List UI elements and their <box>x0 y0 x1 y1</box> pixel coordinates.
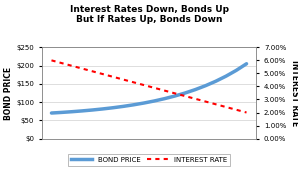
INTEREST RATE <box>235 109 238 111</box>
BOND PRICE <box>183 92 187 94</box>
Line: INTEREST RATE: INTEREST RATE <box>52 60 246 113</box>
INTEREST RATE <box>50 59 53 61</box>
INTEREST RATE <box>152 87 156 89</box>
Y-axis label: BOND PRICE: BOND PRICE <box>4 66 13 119</box>
INTEREST RATE <box>70 65 74 67</box>
BOND PRICE <box>60 111 63 113</box>
BOND PRICE <box>173 95 176 97</box>
INTEREST RATE <box>245 112 248 114</box>
BOND PRICE <box>193 89 197 91</box>
BOND PRICE <box>214 80 218 82</box>
INTEREST RATE <box>60 62 63 64</box>
INTEREST RATE <box>122 79 125 81</box>
BOND PRICE <box>204 85 207 87</box>
INTEREST RATE <box>193 98 197 100</box>
INTEREST RATE <box>142 84 146 86</box>
INTEREST RATE <box>111 76 115 78</box>
BOND PRICE <box>152 100 156 102</box>
INTEREST RATE <box>91 70 94 72</box>
BOND PRICE <box>224 75 228 77</box>
BOND PRICE <box>111 107 115 109</box>
Y-axis label: INTEREST RATE: INTEREST RATE <box>291 60 298 126</box>
INTEREST RATE <box>173 92 176 94</box>
BOND PRICE <box>91 109 94 111</box>
INTEREST RATE <box>101 73 105 75</box>
BOND PRICE <box>245 63 248 65</box>
BOND PRICE <box>122 105 125 107</box>
Legend: BOND PRICE, INTEREST RATE: BOND PRICE, INTEREST RATE <box>68 154 230 165</box>
Line: BOND PRICE: BOND PRICE <box>52 64 246 113</box>
BOND PRICE <box>235 69 238 71</box>
BOND PRICE <box>50 112 53 114</box>
BOND PRICE <box>132 104 135 106</box>
INTEREST RATE <box>132 81 135 83</box>
BOND PRICE <box>163 98 166 100</box>
BOND PRICE <box>142 102 146 104</box>
INTEREST RATE <box>214 103 218 105</box>
INTEREST RATE <box>183 95 187 97</box>
Text: Interest Rates Down, Bonds Up
But If Rates Up, Bonds Down: Interest Rates Down, Bonds Up But If Rat… <box>69 5 229 25</box>
BOND PRICE <box>101 108 105 110</box>
INTEREST RATE <box>224 106 228 108</box>
INTEREST RATE <box>80 68 84 70</box>
BOND PRICE <box>70 111 74 113</box>
INTEREST RATE <box>204 101 207 103</box>
INTEREST RATE <box>163 90 166 92</box>
BOND PRICE <box>80 110 84 112</box>
